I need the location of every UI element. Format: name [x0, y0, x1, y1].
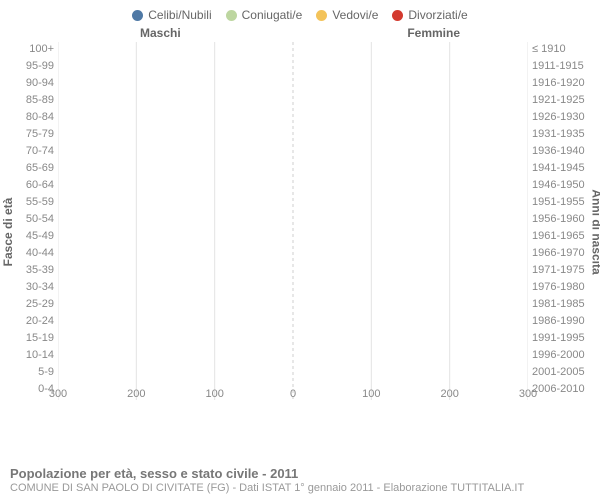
- pyramid-row: [58, 348, 528, 365]
- x-axis-tick: 200: [127, 388, 145, 400]
- y-tick-age: 95-99: [10, 61, 54, 72]
- y-tick-birth: 1961-1965: [532, 231, 590, 242]
- y-tick-age: 100+: [10, 44, 54, 55]
- legend-swatch: [132, 10, 143, 21]
- legend-item: Divorziati/e: [392, 8, 467, 22]
- pyramid-row: [58, 76, 528, 93]
- y-tick-birth: 1956-1960: [532, 214, 590, 225]
- y-tick-birth: 1976-1980: [532, 282, 590, 293]
- y-tick-age: 35-39: [10, 265, 54, 276]
- y-tick-age: 50-54: [10, 214, 54, 225]
- y-tick-birth: ≤ 1910: [532, 44, 590, 55]
- y-tick-age: 80-84: [10, 112, 54, 123]
- chart-area: Fasce di età Anni di nascita 30020010001…: [10, 42, 590, 422]
- pyramid-row: [58, 144, 528, 161]
- legend-swatch: [226, 10, 237, 21]
- pyramid-row: [58, 93, 528, 110]
- y-tick-age: 20-24: [10, 316, 54, 327]
- y-tick-birth: 1926-1930: [532, 112, 590, 123]
- y-axis-label-right: Anni di nascita: [589, 189, 600, 274]
- y-tick-birth: 1941-1945: [532, 163, 590, 174]
- y-tick-age: 15-19: [10, 333, 54, 344]
- pyramid-row: [58, 297, 528, 314]
- y-tick-age: 30-34: [10, 282, 54, 293]
- header-male: Maschi: [140, 26, 181, 40]
- pyramid-row: [58, 229, 528, 246]
- pyramid-row: [58, 110, 528, 127]
- y-tick-birth: 1971-1975: [532, 265, 590, 276]
- y-tick-birth: 1946-1950: [532, 180, 590, 191]
- footer-subtitle: COMUNE DI SAN PAOLO DI CIVITATE (FG) - D…: [10, 482, 590, 494]
- y-tick-age: 65-69: [10, 163, 54, 174]
- plot-area: 3002001000100200300: [58, 42, 528, 400]
- legend-item: Celibi/Nubili: [132, 8, 211, 22]
- legend-swatch: [316, 10, 327, 21]
- y-tick-age: 40-44: [10, 248, 54, 259]
- pyramid-row: [58, 127, 528, 144]
- pyramid-row: [58, 59, 528, 76]
- y-tick-age: 5-9: [10, 367, 54, 378]
- y-tick-birth: 1951-1955: [532, 197, 590, 208]
- x-axis-tick: 100: [205, 388, 223, 400]
- y-tick-age: 75-79: [10, 129, 54, 140]
- legend-item: Vedovi/e: [316, 8, 378, 22]
- y-tick-birth: 1996-2000: [532, 350, 590, 361]
- legend-label: Divorziati/e: [408, 8, 467, 22]
- column-headers: Maschi Femmine: [10, 26, 590, 42]
- legend-label: Coniugati/e: [242, 8, 303, 22]
- y-tick-age: 85-89: [10, 95, 54, 106]
- pyramid-row: [58, 263, 528, 280]
- pyramid-row: [58, 161, 528, 178]
- x-axis-tick: 100: [362, 388, 380, 400]
- pyramid-row: [58, 42, 528, 59]
- legend-label: Celibi/Nubili: [148, 8, 211, 22]
- footer-title: Popolazione per età, sesso e stato civil…: [10, 466, 590, 481]
- pyramid-row: [58, 246, 528, 263]
- y-tick-age: 60-64: [10, 180, 54, 191]
- legend-label: Vedovi/e: [332, 8, 378, 22]
- footer: Popolazione per età, sesso e stato civil…: [10, 466, 590, 494]
- legend: Celibi/Nubili Coniugati/e Vedovi/e Divorzia…: [10, 8, 590, 22]
- y-tick-age: 45-49: [10, 231, 54, 242]
- x-axis-tick: 0: [290, 388, 296, 400]
- pyramid-row: [58, 178, 528, 195]
- x-axis-tick: 200: [440, 388, 458, 400]
- pyramid-chart: Celibi/Nubili Coniugati/e Vedovi/e Divorzia…: [0, 0, 600, 500]
- y-tick-age: 25-29: [10, 299, 54, 310]
- pyramid-row: [58, 331, 528, 348]
- y-tick-birth: 1936-1940: [532, 146, 590, 157]
- header-female: Femmine: [407, 26, 460, 40]
- y-tick-birth: 1916-1920: [532, 78, 590, 89]
- y-tick-birth: 1911-1915: [532, 61, 590, 72]
- y-tick-birth: 2001-2005: [532, 367, 590, 378]
- y-tick-birth: 1966-1970: [532, 248, 590, 259]
- pyramid-row: [58, 212, 528, 229]
- y-tick-birth: 2006-2010: [532, 384, 590, 395]
- pyramid-row: [58, 365, 528, 382]
- legend-swatch: [392, 10, 403, 21]
- y-tick-birth: 1991-1995: [532, 333, 590, 344]
- y-tick-birth: 1921-1925: [532, 95, 590, 106]
- y-tick-age: 90-94: [10, 78, 54, 89]
- y-tick-age: 70-74: [10, 146, 54, 157]
- y-tick-birth: 1931-1935: [532, 129, 590, 140]
- y-tick-age: 10-14: [10, 350, 54, 361]
- pyramid-row: [58, 314, 528, 331]
- y-tick-age: 55-59: [10, 197, 54, 208]
- pyramid-row: [58, 280, 528, 297]
- legend-item: Coniugati/e: [226, 8, 303, 22]
- y-tick-birth: 1981-1985: [532, 299, 590, 310]
- y-tick-age: 0-4: [10, 384, 54, 395]
- pyramid-row: [58, 195, 528, 212]
- y-tick-birth: 1986-1990: [532, 316, 590, 327]
